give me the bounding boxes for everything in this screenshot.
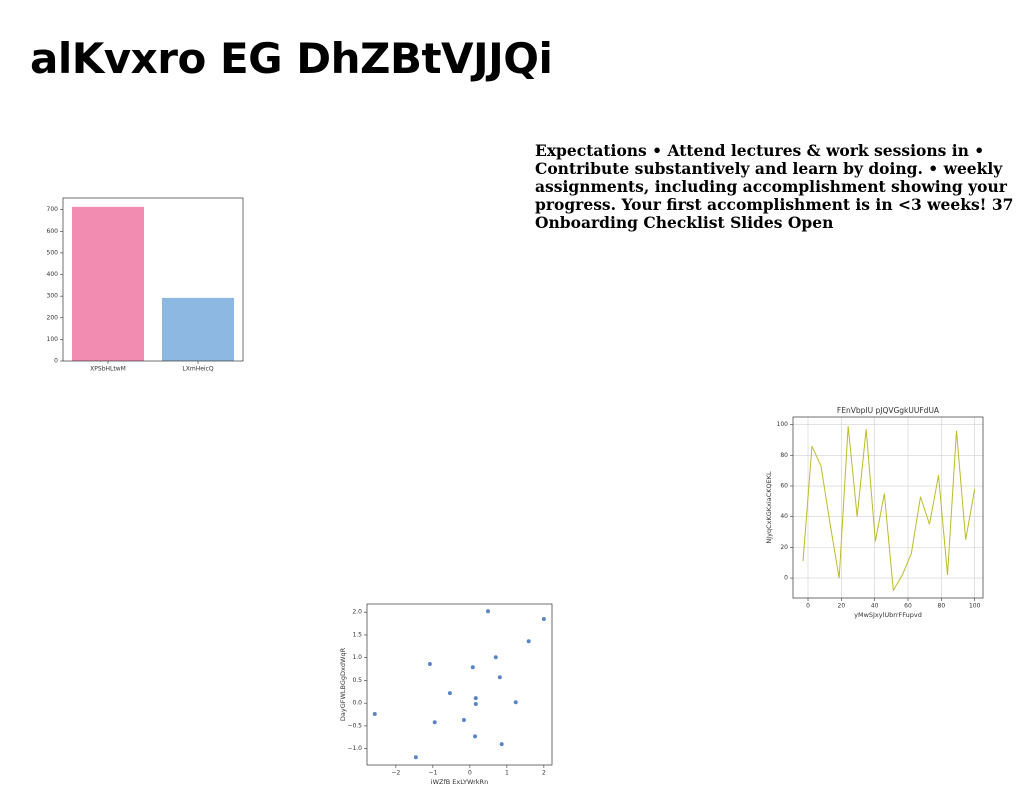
y-tick-label: 700: [47, 206, 59, 213]
y-tick-label: 0: [54, 358, 58, 365]
point: [372, 712, 377, 717]
y-tick-label: 60: [780, 483, 788, 490]
y-axis-label: DayGFWLBGgDxdWqR: [339, 647, 347, 721]
x-tick-label: 40: [871, 603, 879, 610]
point: [461, 717, 466, 722]
y-tick-label: 300: [47, 293, 59, 300]
point: [513, 700, 518, 705]
point: [541, 617, 546, 622]
point: [497, 675, 502, 680]
y-tick-label: 600: [47, 228, 59, 235]
point: [427, 662, 432, 667]
point: [499, 742, 504, 747]
bar: [72, 206, 144, 361]
point: [473, 734, 478, 739]
x-tick-label: 0: [468, 770, 472, 777]
y-tick-label: 0.0: [352, 700, 362, 707]
axes-frame: [792, 416, 984, 599]
y-tick-label: 200: [47, 314, 59, 321]
chart: 0 20 40 60 80 100 0 20 40 60 80 100 FEnVbpIU pJQVGgk…: [765, 406, 984, 619]
point: [493, 655, 498, 660]
point: [432, 720, 437, 725]
line: [802, 426, 976, 592]
x-tick-label: 1: [505, 770, 509, 777]
y-tick-label: −1.0: [347, 745, 362, 752]
chart-title: FEnVbpIU pJQVGgkUUFdUA: [837, 406, 940, 415]
point: [485, 609, 490, 614]
x-axis-label: yMwSJxylUbrrFFupvd: [854, 611, 922, 619]
x-tick-label: −1: [428, 770, 437, 777]
axes-frame: [366, 603, 553, 766]
y-tick-label: 80: [780, 452, 788, 459]
point: [413, 755, 418, 760]
point: [526, 639, 531, 644]
y-tick-label: 2.0: [352, 609, 362, 616]
y-tick-label: 1.5: [352, 631, 362, 638]
x-tick-label: XPSbHLtwM: [90, 366, 126, 373]
x-tick-label: 80: [938, 603, 946, 610]
point: [473, 702, 478, 707]
y-tick-label: 1.0: [352, 654, 362, 661]
chart: −1.0 −0.5 0.0 0.5 1.0 1.5 2.0 −2 −1 0 1 2 iWZfB ExLY…: [339, 603, 553, 786]
y-tick-label: 0: [784, 575, 788, 582]
y-tick-label: −0.5: [347, 722, 362, 729]
y-tick-label: 100: [47, 336, 59, 343]
y-tick-label: 40: [780, 513, 788, 520]
x-axis-label: iWZfB ExLYWrkRn: [431, 778, 488, 786]
x-tick-label: 2: [542, 770, 546, 777]
x-tick-label: 60: [904, 603, 912, 610]
x-tick-label: 100: [969, 603, 981, 610]
y-tick-label: 100: [777, 421, 789, 428]
point: [447, 691, 452, 696]
y-tick-label: 20: [780, 544, 788, 551]
x-tick-label: −2: [391, 770, 400, 777]
chart: 0 100 200 300 400 500 600 700 XPSbHLtwM LXmHeicQ: [47, 197, 244, 373]
point: [473, 696, 478, 701]
y-tick-label: 500: [47, 249, 59, 256]
point: [470, 665, 475, 670]
axes-frame: [62, 197, 244, 362]
x-tick-label: LXmHeicQ: [182, 366, 213, 373]
y-axis-label: NJyqCxKGKxiaCKQEKL: [765, 471, 773, 544]
page-title: alKvxro EG DhZBtVJJQi: [30, 34, 553, 83]
body-text: Expectations • Attend lectures & work se…: [535, 141, 1014, 232]
bar: [162, 297, 234, 361]
y-tick-label: 400: [47, 271, 59, 278]
y-tick-label: 0.5: [352, 677, 362, 684]
x-tick-label: 0: [806, 603, 810, 610]
x-tick-label: 20: [838, 603, 846, 610]
